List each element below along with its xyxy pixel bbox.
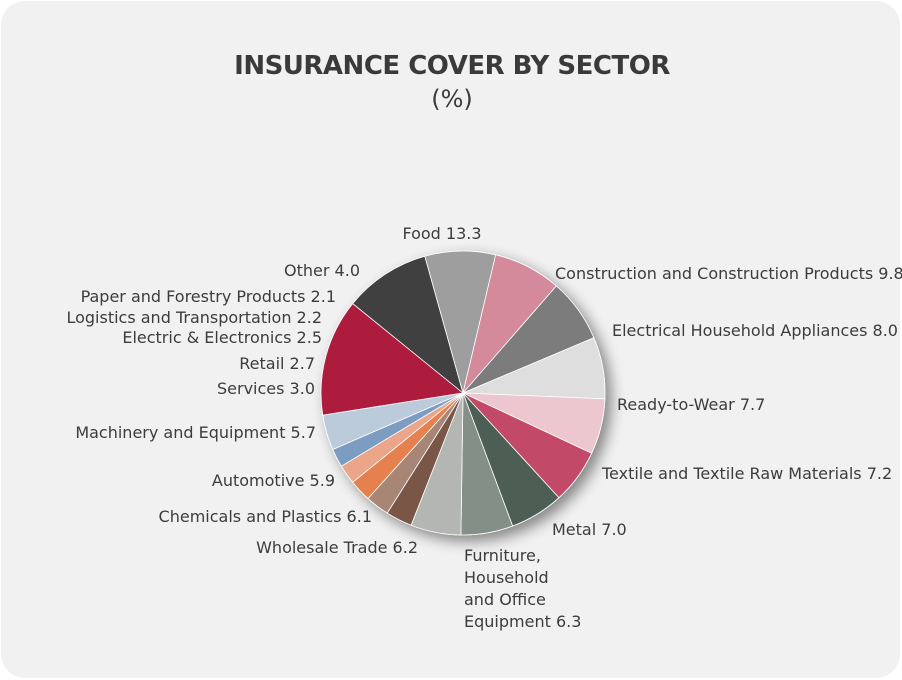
slice-label-wholesale-trade-6-2: Wholesale Trade 6.2: [256, 538, 418, 557]
pie-labels: Food 13.3 Construction and Construction P…: [66, 224, 902, 631]
slice-label-logistics-and-transportation-2-2: Logistics and Transportation 2.2: [66, 308, 322, 327]
pie-slices: [320, 250, 606, 536]
slice-label-ready-to-wear-7-7: Ready-to-Wear 7.7: [617, 395, 765, 414]
pie-slice-other-4-0: [322, 392, 464, 451]
slice-label-textile-and-textile-raw-materials-7-2: Textile and Textile Raw Materials 7.2: [601, 464, 892, 483]
slice-label-other-4-0: Other 4.0: [284, 261, 360, 280]
pie-slice-food-13-3: [320, 303, 464, 416]
slice-label-chemicals-and-plastics-6-1: Chemicals and Plastics 6.1: [159, 507, 372, 526]
pie-slice-construction-and-construction-products-9-8: [352, 255, 464, 395]
slice-label-paper-and-forestry-products-2-1: Paper and Forestry Products 2.1: [81, 287, 336, 306]
slice-label-machinery-and-equipment-5-7: Machinery and Equipment 5.7: [75, 423, 316, 442]
slice-label-furniture-household-and-office-equipment-6-3: Furniture, Household and Office Equipment 6…: [464, 546, 581, 631]
chart-title: INSURANCE COVER BY SECTOR: [234, 51, 670, 81]
slice-label-construction-and-construction-products-9-8: Construction and Construction Products 9…: [555, 264, 902, 283]
slice-label-electric-electronics-2-5: Electric & Electronics 2.5: [122, 328, 322, 347]
slice-label-food-13-3: Food 13.3: [402, 224, 481, 243]
slice-label-metal-7-0: Metal 7.0: [552, 520, 627, 539]
slice-label-electrical-household-appliances-8-0: Electrical Household Appliances 8.0: [612, 321, 898, 340]
slice-label-retail-2-7: Retail 2.7: [239, 354, 315, 373]
slice-label-automotive-5-9: Automotive 5.9: [212, 471, 335, 490]
slice-label-services-3-0: Services 3.0: [217, 379, 315, 398]
chart-subtitle: (%): [431, 85, 473, 113]
